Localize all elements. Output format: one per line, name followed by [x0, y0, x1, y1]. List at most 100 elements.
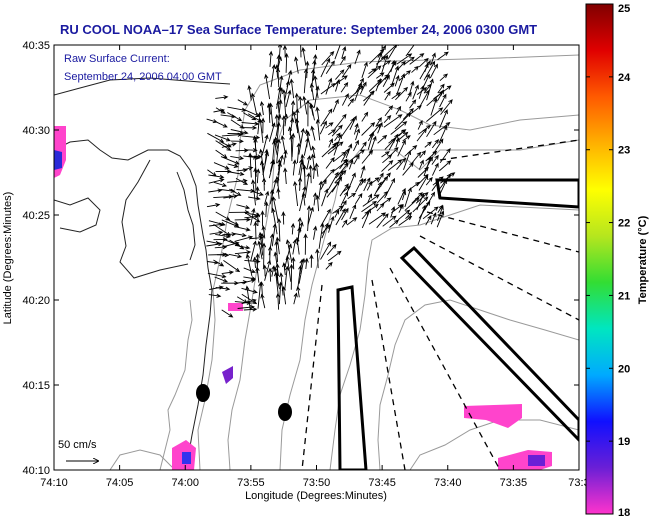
- current-vector-arrow: [221, 141, 232, 148]
- current-vector-arrow: [375, 78, 382, 92]
- current-vector-arrow: [354, 82, 363, 102]
- colorbar: 25 24 23 22 21 20 19 18 Temperature (°C): [585, 3, 649, 518]
- sst-patch: [528, 455, 545, 466]
- current-vector-arrow: [255, 212, 261, 226]
- current-vector-arrow: [257, 111, 262, 135]
- current-vector-arrow: [320, 241, 332, 260]
- current-vector-arrow: [311, 145, 316, 159]
- sst-patch: [228, 303, 243, 311]
- current-vector-arrow: [214, 244, 228, 250]
- current-vector-arrow: [261, 177, 267, 191]
- current-vector-arrow: [390, 206, 396, 218]
- current-vector-arrow: [215, 140, 232, 151]
- current-vector-arrow: [250, 240, 257, 262]
- current-vector-arrow: [284, 80, 291, 101]
- current-vector-arrow: [382, 154, 393, 164]
- current-vector-arrow: [366, 180, 373, 191]
- current-vector-arrow: [283, 149, 288, 165]
- current-vector-arrow: [397, 139, 406, 157]
- current-vector-arrow: [353, 154, 360, 165]
- current-vector-arrow: [207, 132, 225, 143]
- current-vector-arrow: [213, 181, 227, 188]
- current-vector-arrow: [355, 128, 361, 141]
- current-vector-arrow: [367, 65, 382, 79]
- current-vector-arrow: [291, 256, 296, 270]
- current-vector-arrow: [430, 97, 438, 116]
- current-vector-arrow: [230, 119, 245, 129]
- current-vector-arrow: [333, 133, 343, 156]
- current-vector-arrow: [346, 172, 356, 193]
- y-axis-ticks: 40:35 40:30 40:25 40:20 40:15 40:10: [22, 40, 579, 477]
- current-vector-arrow: [381, 159, 394, 172]
- current-vector-arrow: [264, 201, 269, 218]
- current-vector-arrow: [275, 236, 280, 255]
- dashed-line: [426, 211, 579, 253]
- current-vector-arrow: [289, 263, 294, 290]
- current-vector-arrow: [416, 128, 427, 142]
- current-vector-arrow: [417, 119, 423, 130]
- current-vector-arrow: [253, 154, 258, 177]
- current-vector-arrow: [334, 45, 343, 60]
- current-vector-arrow: [397, 187, 406, 205]
- current-vector-arrow: [285, 255, 292, 282]
- x-axis-ticks: 74:10 74:05 74:00 73:55 73:50 73:45 73:40 73:35…: [40, 45, 590, 489]
- current-vector-arrow: [325, 60, 335, 74]
- colorbar-tick-label: 18: [618, 507, 630, 518]
- current-vector-arrow: [207, 272, 227, 279]
- current-vector-arrow: [230, 139, 244, 144]
- colorbar-tick-label: 24: [618, 72, 631, 84]
- current-vector-arrow: [335, 78, 341, 92]
- sst-patch: [222, 366, 233, 384]
- current-vector-arrow: [332, 98, 339, 113]
- current-vector-arrow: [384, 90, 391, 101]
- current-vector-arrow: [396, 53, 413, 65]
- current-vector-arrow: [333, 151, 347, 163]
- current-vector-arrow: [285, 239, 293, 263]
- current-vector-arrow: [368, 135, 377, 156]
- current-vector-arrow: [436, 210, 445, 228]
- current-vector-arrow: [439, 93, 447, 108]
- current-vector-arrow: [250, 207, 256, 226]
- current-vector-arrow: [426, 91, 444, 107]
- sst-patches: [54, 126, 552, 470]
- x-tick-label: 73:3: [568, 477, 589, 489]
- current-vector-arrow: [412, 196, 429, 213]
- colorbar-tick-label: 22: [618, 218, 630, 230]
- current-vector-arrow: [258, 231, 264, 256]
- current-vector-arrow: [402, 135, 411, 142]
- current-vector-arrow: [405, 45, 415, 57]
- current-vector-arrow: [315, 194, 320, 212]
- current-vector-arrow: [313, 225, 318, 240]
- current-vector-arrow: [426, 107, 444, 122]
- current-vector-arrow: [269, 188, 275, 213]
- current-vector-arrow: [289, 78, 295, 99]
- current-vector-arrow: [289, 134, 294, 162]
- current-vector-arrow: [221, 309, 234, 318]
- coastline-segment: [54, 197, 101, 233]
- current-vector-arrow: [348, 159, 354, 170]
- current-vector-arrow: [215, 95, 229, 100]
- current-vector-arrow: [328, 138, 334, 148]
- current-vector-arrow: [405, 211, 413, 220]
- current-vector-arrow: [229, 188, 242, 196]
- current-vector-arrow: [327, 171, 339, 191]
- current-vector-arrow: [397, 209, 411, 221]
- current-vector-arrow: [228, 253, 243, 259]
- current-vector-arrow: [367, 193, 373, 204]
- current-vector-arrow: [310, 125, 316, 141]
- current-vector-arrow: [304, 257, 309, 270]
- current-vector-arrow: [361, 200, 377, 213]
- x-tick-label: 74:00: [171, 477, 199, 489]
- current-vector-arrow: [293, 181, 299, 207]
- current-vector-arrow: [314, 162, 319, 177]
- current-vector-arrow: [361, 61, 368, 78]
- current-vector-arrow: [283, 113, 289, 127]
- y-tick-label: 40:35: [22, 40, 50, 52]
- current-vector-arrow: [404, 197, 420, 211]
- current-vector-arrow: [334, 113, 347, 130]
- current-vector-arrow: [281, 115, 287, 136]
- current-vector-arrow: [382, 74, 390, 88]
- current-vector-arrow: [237, 304, 255, 310]
- current-vector-arrow: [320, 57, 331, 78]
- current-vector-arrow: [248, 152, 253, 178]
